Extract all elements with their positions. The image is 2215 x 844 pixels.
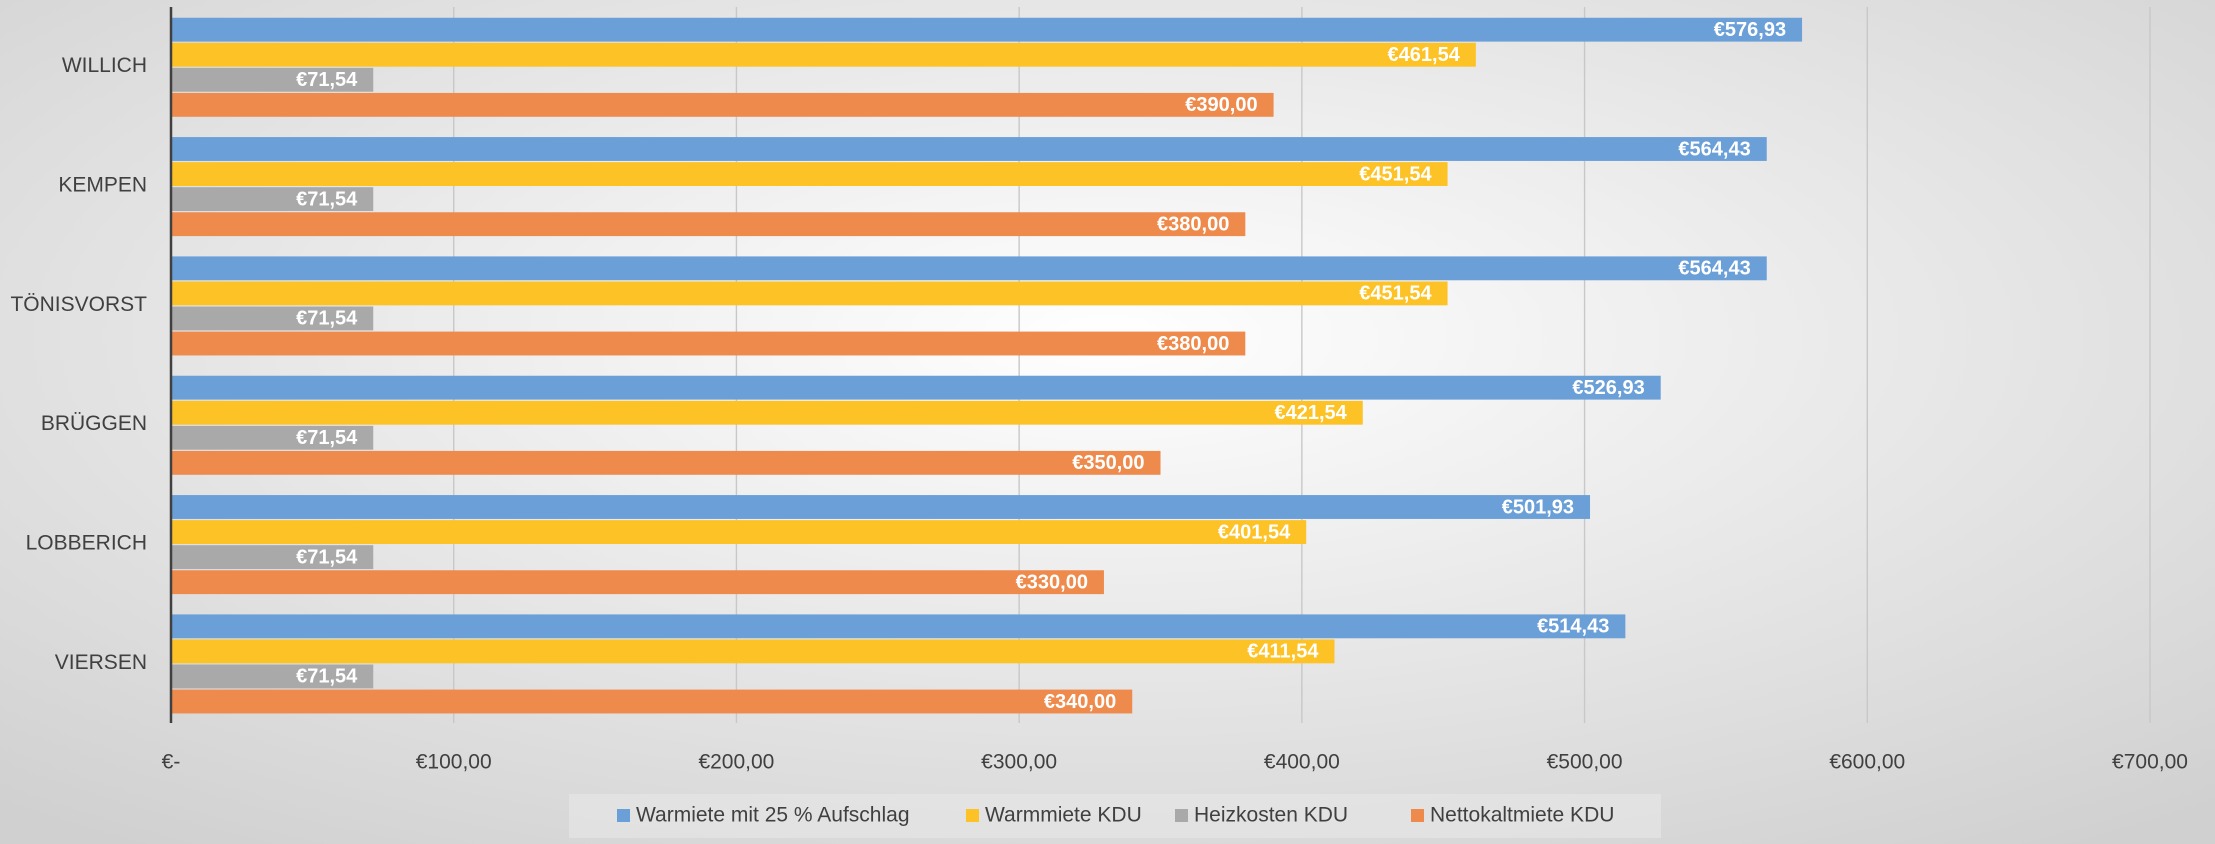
data-label: €501,93 xyxy=(1502,496,1574,518)
data-label: €350,00 xyxy=(1072,452,1144,474)
bar xyxy=(171,162,1448,186)
bar xyxy=(171,664,374,689)
data-label: €514,43 xyxy=(1537,616,1609,638)
data-label: €564,43 xyxy=(1678,258,1750,280)
data-label: €451,54 xyxy=(1359,283,1432,305)
bar xyxy=(171,614,1626,639)
y-tick-label: LOBBERICH xyxy=(26,532,147,555)
data-label: €71,54 xyxy=(296,188,358,210)
x-tick-label: €200,00 xyxy=(698,751,774,774)
bar xyxy=(171,520,1307,544)
x-tick-label: €- xyxy=(162,751,181,774)
x-tick-label: €100,00 xyxy=(416,751,492,774)
legend-swatch xyxy=(966,809,979,822)
bar xyxy=(171,450,1161,475)
bar xyxy=(171,689,1133,714)
bar xyxy=(171,67,374,92)
data-label: €380,00 xyxy=(1157,333,1229,355)
bar xyxy=(171,495,1591,519)
data-label: €401,54 xyxy=(1218,521,1291,543)
x-tick-label: €300,00 xyxy=(981,751,1057,774)
bar xyxy=(171,42,1476,67)
data-label: €461,54 xyxy=(1388,44,1461,66)
bar xyxy=(171,375,1661,400)
bar xyxy=(171,17,1803,42)
y-tick-label: TÖNISVORST xyxy=(10,293,147,316)
bar xyxy=(171,92,1274,117)
data-label: €71,54 xyxy=(296,69,358,91)
y-tick-label: VIERSEN xyxy=(55,651,147,674)
y-tick-label: BRÜGGEN xyxy=(41,412,147,435)
data-label: €71,54 xyxy=(296,427,358,449)
data-label: €71,54 xyxy=(296,666,358,688)
data-label: €451,54 xyxy=(1359,163,1432,185)
data-label: €576,93 xyxy=(1714,19,1786,41)
x-tick-label: €400,00 xyxy=(1264,751,1340,774)
y-tick-label: KEMPEN xyxy=(58,174,147,197)
x-tick-label: €600,00 xyxy=(1829,751,1905,774)
data-label: €71,54 xyxy=(296,308,358,330)
legend-label: Warmmiete KDU xyxy=(985,804,1142,827)
bar xyxy=(171,331,1246,356)
legend-label: Warmiete mit 25 % Aufschlag xyxy=(636,804,910,827)
data-label: €564,43 xyxy=(1678,138,1750,160)
bar xyxy=(171,545,374,570)
data-label: €411,54 xyxy=(1247,641,1319,663)
bar xyxy=(171,570,1104,595)
data-label: €421,54 xyxy=(1274,402,1347,424)
legend-swatch xyxy=(617,809,630,822)
legend-box xyxy=(569,794,1661,838)
bar xyxy=(171,187,374,212)
data-label: €330,00 xyxy=(1016,571,1088,593)
bar xyxy=(171,400,1363,425)
data-label: €380,00 xyxy=(1157,213,1229,235)
data-label: €71,54 xyxy=(296,546,358,568)
legend-swatch xyxy=(1411,809,1424,822)
data-label: €390,00 xyxy=(1185,94,1257,116)
x-tick-label: €500,00 xyxy=(1547,751,1623,774)
bar xyxy=(171,256,1767,281)
bar xyxy=(171,281,1448,306)
bar xyxy=(171,306,374,331)
bar xyxy=(171,639,1335,664)
bar xyxy=(171,212,1246,237)
y-tick-label: WILLICH xyxy=(62,54,147,77)
bar xyxy=(171,425,374,450)
legend-swatch xyxy=(1175,809,1188,822)
legend-label: Nettokaltmiete KDU xyxy=(1430,804,1614,827)
data-label: €526,93 xyxy=(1572,377,1644,399)
legend-label: Heizkosten KDU xyxy=(1194,804,1348,827)
bar xyxy=(171,137,1767,161)
x-tick-label: €700,00 xyxy=(2112,751,2188,774)
data-label: €340,00 xyxy=(1044,691,1116,713)
